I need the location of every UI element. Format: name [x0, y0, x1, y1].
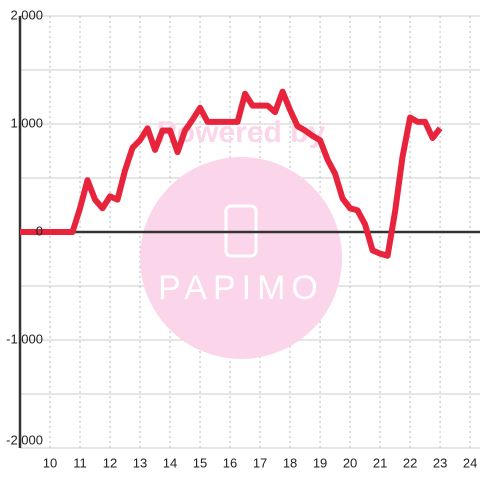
x-tick-label: 23 [433, 455, 447, 470]
x-tick-label: 17 [253, 455, 267, 470]
x-tick-label: 15 [193, 455, 207, 470]
x-tick-label: 21 [373, 455, 387, 470]
y-tick-label: 2,000 [10, 7, 43, 22]
data-line [20, 88, 443, 259]
watermark-brand: PAPIMO [158, 269, 324, 307]
x-tick-label: 13 [133, 455, 147, 470]
x-tick-label: 18 [283, 455, 297, 470]
y-tick-label: -2,000 [6, 432, 43, 447]
x-tick-label: 24 [463, 455, 477, 470]
x-tick-label: 11 [73, 455, 87, 470]
y-tick-label: 0 [36, 223, 43, 238]
x-tick-label: 19 [313, 455, 327, 470]
x-tick-label: 14 [163, 455, 177, 470]
watermark-circle [140, 157, 342, 359]
watermark: Powered by PAPIMO [140, 116, 342, 359]
x-tick-label: 12 [103, 455, 117, 470]
x-tick-label: 20 [343, 455, 357, 470]
y-tick-label: 1,000 [10, 115, 43, 130]
x-tick-label: 16 [223, 455, 237, 470]
x-tick-label: 22 [403, 455, 417, 470]
y-tick-label: -1,000 [6, 331, 43, 346]
x-tick-label: 10 [43, 455, 57, 470]
